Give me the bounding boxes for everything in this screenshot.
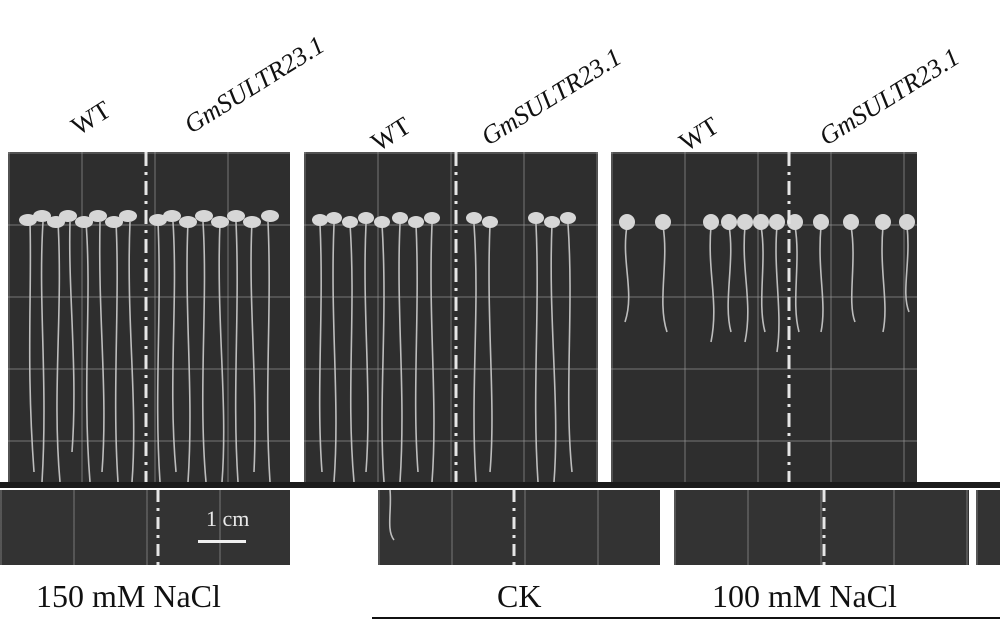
seedlings-plate-2 (312, 152, 576, 482)
divider-lower-3 (822, 490, 826, 565)
divider-lower-2 (388, 490, 516, 565)
label-transgenic-plate-1: GmSULTR23.1 (179, 30, 330, 140)
plate-150mm-nacl (8, 152, 290, 482)
condition-label-150mm-nacl: 150 mM NaCl (36, 578, 221, 614)
scale-bar (198, 540, 246, 543)
separator-band (0, 482, 1000, 488)
scale-bar-label: 1 cm (206, 506, 250, 531)
plate-100mm-nacl (611, 152, 917, 482)
plate-100mm-nacl-lower (674, 490, 969, 565)
plate-150mm-nacl-lower (0, 490, 290, 565)
divider-lower-1 (156, 490, 160, 565)
condition-label-ck: CK (497, 578, 542, 614)
plate-edge-lower (976, 490, 1000, 565)
seedlings-plate-3 (619, 152, 915, 482)
label-wt-plate-1: WT (66, 95, 116, 142)
label-transgenic-plate-2: GmSULTR23.1 (476, 42, 627, 152)
seedlings-plate-1 (19, 152, 279, 482)
plate-ck (304, 152, 598, 482)
baseline-rule (372, 617, 1000, 619)
label-wt-plate-3: WT (674, 111, 724, 158)
condition-label-100mm-nacl: 100 mM NaCl (712, 578, 897, 614)
label-wt-plate-2: WT (366, 111, 416, 158)
plate-ck-lower (378, 490, 660, 565)
label-transgenic-plate-3: GmSULTR23.1 (814, 42, 965, 152)
